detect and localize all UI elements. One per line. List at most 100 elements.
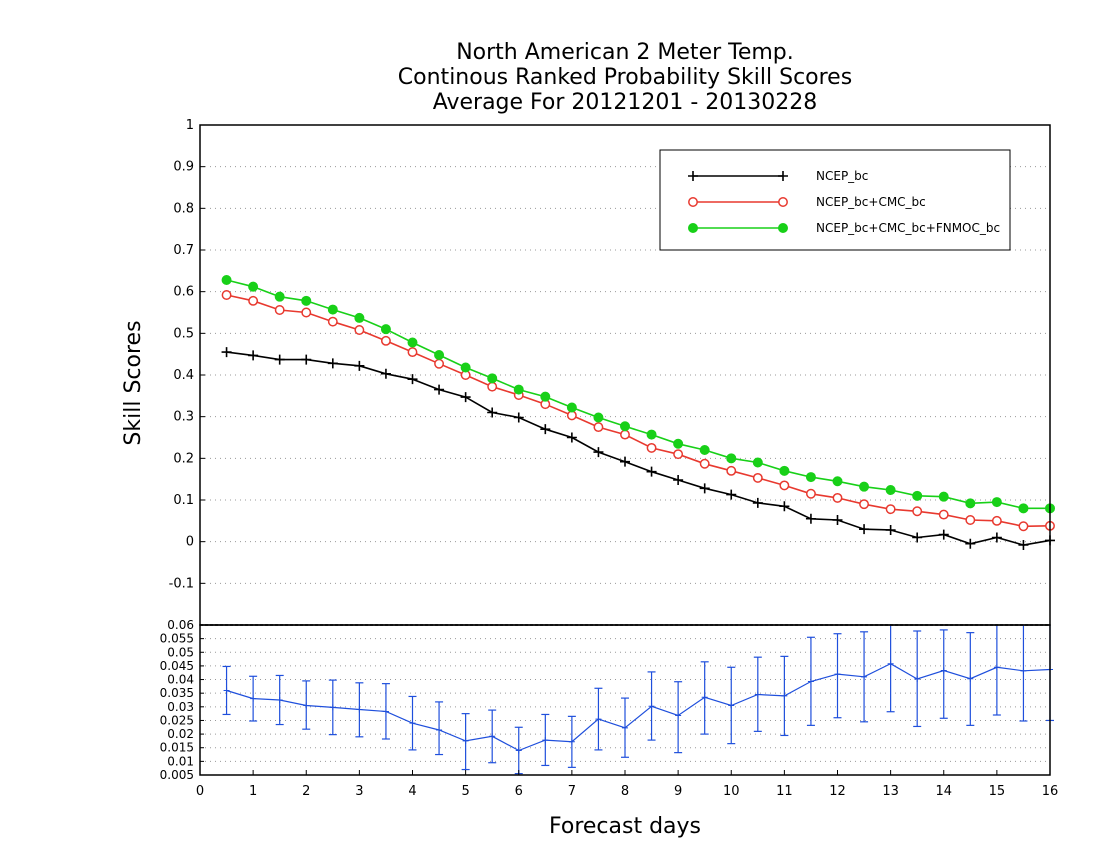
- subplot-y-tick-label: 0.025: [160, 713, 194, 727]
- data-point: [646, 429, 657, 440]
- data-point: [513, 384, 524, 395]
- error-bar: [966, 632, 975, 726]
- subplot-y-tick-label: 0.03: [167, 700, 194, 714]
- data-point: [354, 312, 365, 323]
- data-point: [726, 489, 737, 500]
- data-point: [779, 465, 790, 476]
- legend-marker: [688, 171, 698, 181]
- x-tick-label: 12: [829, 784, 846, 799]
- error-bar: [541, 713, 550, 767]
- data-point: [487, 373, 498, 384]
- subplot-point: [382, 708, 389, 715]
- data-point: [301, 307, 312, 318]
- error-bar: [780, 655, 789, 737]
- data-point: [221, 347, 232, 358]
- series-3: [221, 275, 1055, 514]
- subplot-y-tick-label: 0.045: [160, 659, 194, 673]
- x-tick-label: 8: [621, 784, 629, 799]
- series-line: [226, 351, 1051, 546]
- main-y-tick-label: 0.1: [173, 493, 194, 508]
- error-bar: [753, 656, 762, 732]
- subplot-y-tick-label: 0.015: [160, 741, 194, 755]
- data-point: [832, 492, 843, 503]
- data-point: [620, 421, 630, 432]
- subplot-y-tick-label: 0.06: [167, 618, 194, 632]
- data-point: [487, 381, 498, 392]
- error-bar: [461, 713, 470, 771]
- data-point: [434, 358, 445, 369]
- data-point: [487, 407, 498, 418]
- subplot-y-tick-label: 0.035: [160, 686, 194, 700]
- data-point: [699, 445, 710, 455]
- error-bar: [275, 674, 284, 726]
- data-point: [673, 438, 684, 449]
- legend-marker: [688, 223, 698, 233]
- data-point: [460, 362, 471, 373]
- data-point: [221, 290, 232, 300]
- error-bar: [222, 665, 231, 716]
- data-point: [354, 325, 365, 335]
- legend-marker: [778, 223, 788, 233]
- data-point: [620, 429, 630, 440]
- data-point: [805, 472, 816, 483]
- subplot-point: [223, 687, 230, 694]
- error-bar: [700, 661, 709, 735]
- error-bar: [992, 625, 1001, 716]
- error-bar: [302, 680, 311, 730]
- data-point: [301, 295, 312, 306]
- subplot-point: [515, 747, 522, 754]
- subplot-point: [409, 720, 416, 727]
- subplot-y-tick-label: 0.055: [160, 632, 194, 646]
- main-y-tick-label: 0.2: [173, 451, 194, 466]
- x-axis-title: Forecast days: [549, 814, 701, 839]
- data-point: [885, 485, 896, 495]
- data-point: [912, 506, 923, 517]
- data-point: [991, 532, 1002, 543]
- subplot-point: [940, 667, 947, 674]
- data-point: [859, 499, 870, 510]
- error-bar: [355, 682, 364, 738]
- data-point: [805, 488, 816, 499]
- legend-box: [659, 149, 1011, 251]
- data-point: [938, 491, 949, 502]
- subplot-point: [436, 727, 443, 733]
- error-bar: [1019, 625, 1028, 722]
- subplot-point: [754, 691, 761, 698]
- y-axis-title: Skill Scores: [121, 320, 146, 445]
- data-point: [248, 281, 259, 292]
- subplot-y-tick-label: 0.01: [167, 754, 194, 768]
- subplot-point: [993, 664, 1000, 671]
- legend-entry-2: NCEP_bc+CMC_bc: [688, 195, 926, 209]
- data-point: [274, 354, 285, 365]
- data-point: [540, 391, 551, 402]
- data-point: [407, 347, 418, 358]
- subplot-point: [622, 724, 628, 731]
- series-1: [221, 347, 1055, 550]
- legend-marker: [778, 171, 788, 181]
- subplot-point: [967, 675, 974, 682]
- data-point: [407, 337, 418, 348]
- data-point: [752, 497, 763, 508]
- x-tick-label: 4: [408, 784, 416, 799]
- data-point: [274, 291, 285, 302]
- data-point: [885, 525, 896, 535]
- subplot-point: [356, 706, 363, 713]
- data-point: [327, 304, 338, 315]
- data-point: [434, 384, 445, 395]
- data-point: [673, 449, 684, 460]
- subplot-point: [1020, 667, 1027, 674]
- x-tick-label: 9: [674, 784, 682, 799]
- subplot-y-tick-label: 0.05: [167, 645, 194, 659]
- error-bar: [567, 715, 576, 768]
- x-tick-label: 6: [515, 784, 523, 799]
- main-y-tick-label: 0.9: [173, 160, 194, 175]
- data-point: [407, 374, 418, 385]
- x-tick-label: 13: [882, 784, 899, 799]
- data-point: [248, 295, 259, 306]
- chart-title: North American 2 Meter Temp. Continous R…: [398, 40, 852, 115]
- main-y-tick-label: 0.7: [173, 243, 194, 258]
- legend-marker: [688, 197, 698, 207]
- main-y-tick-label: -0.1: [169, 576, 194, 591]
- data-point: [620, 456, 630, 467]
- legend-entry-3: NCEP_bc+CMC_bc+FNMOC_bc: [688, 221, 1000, 235]
